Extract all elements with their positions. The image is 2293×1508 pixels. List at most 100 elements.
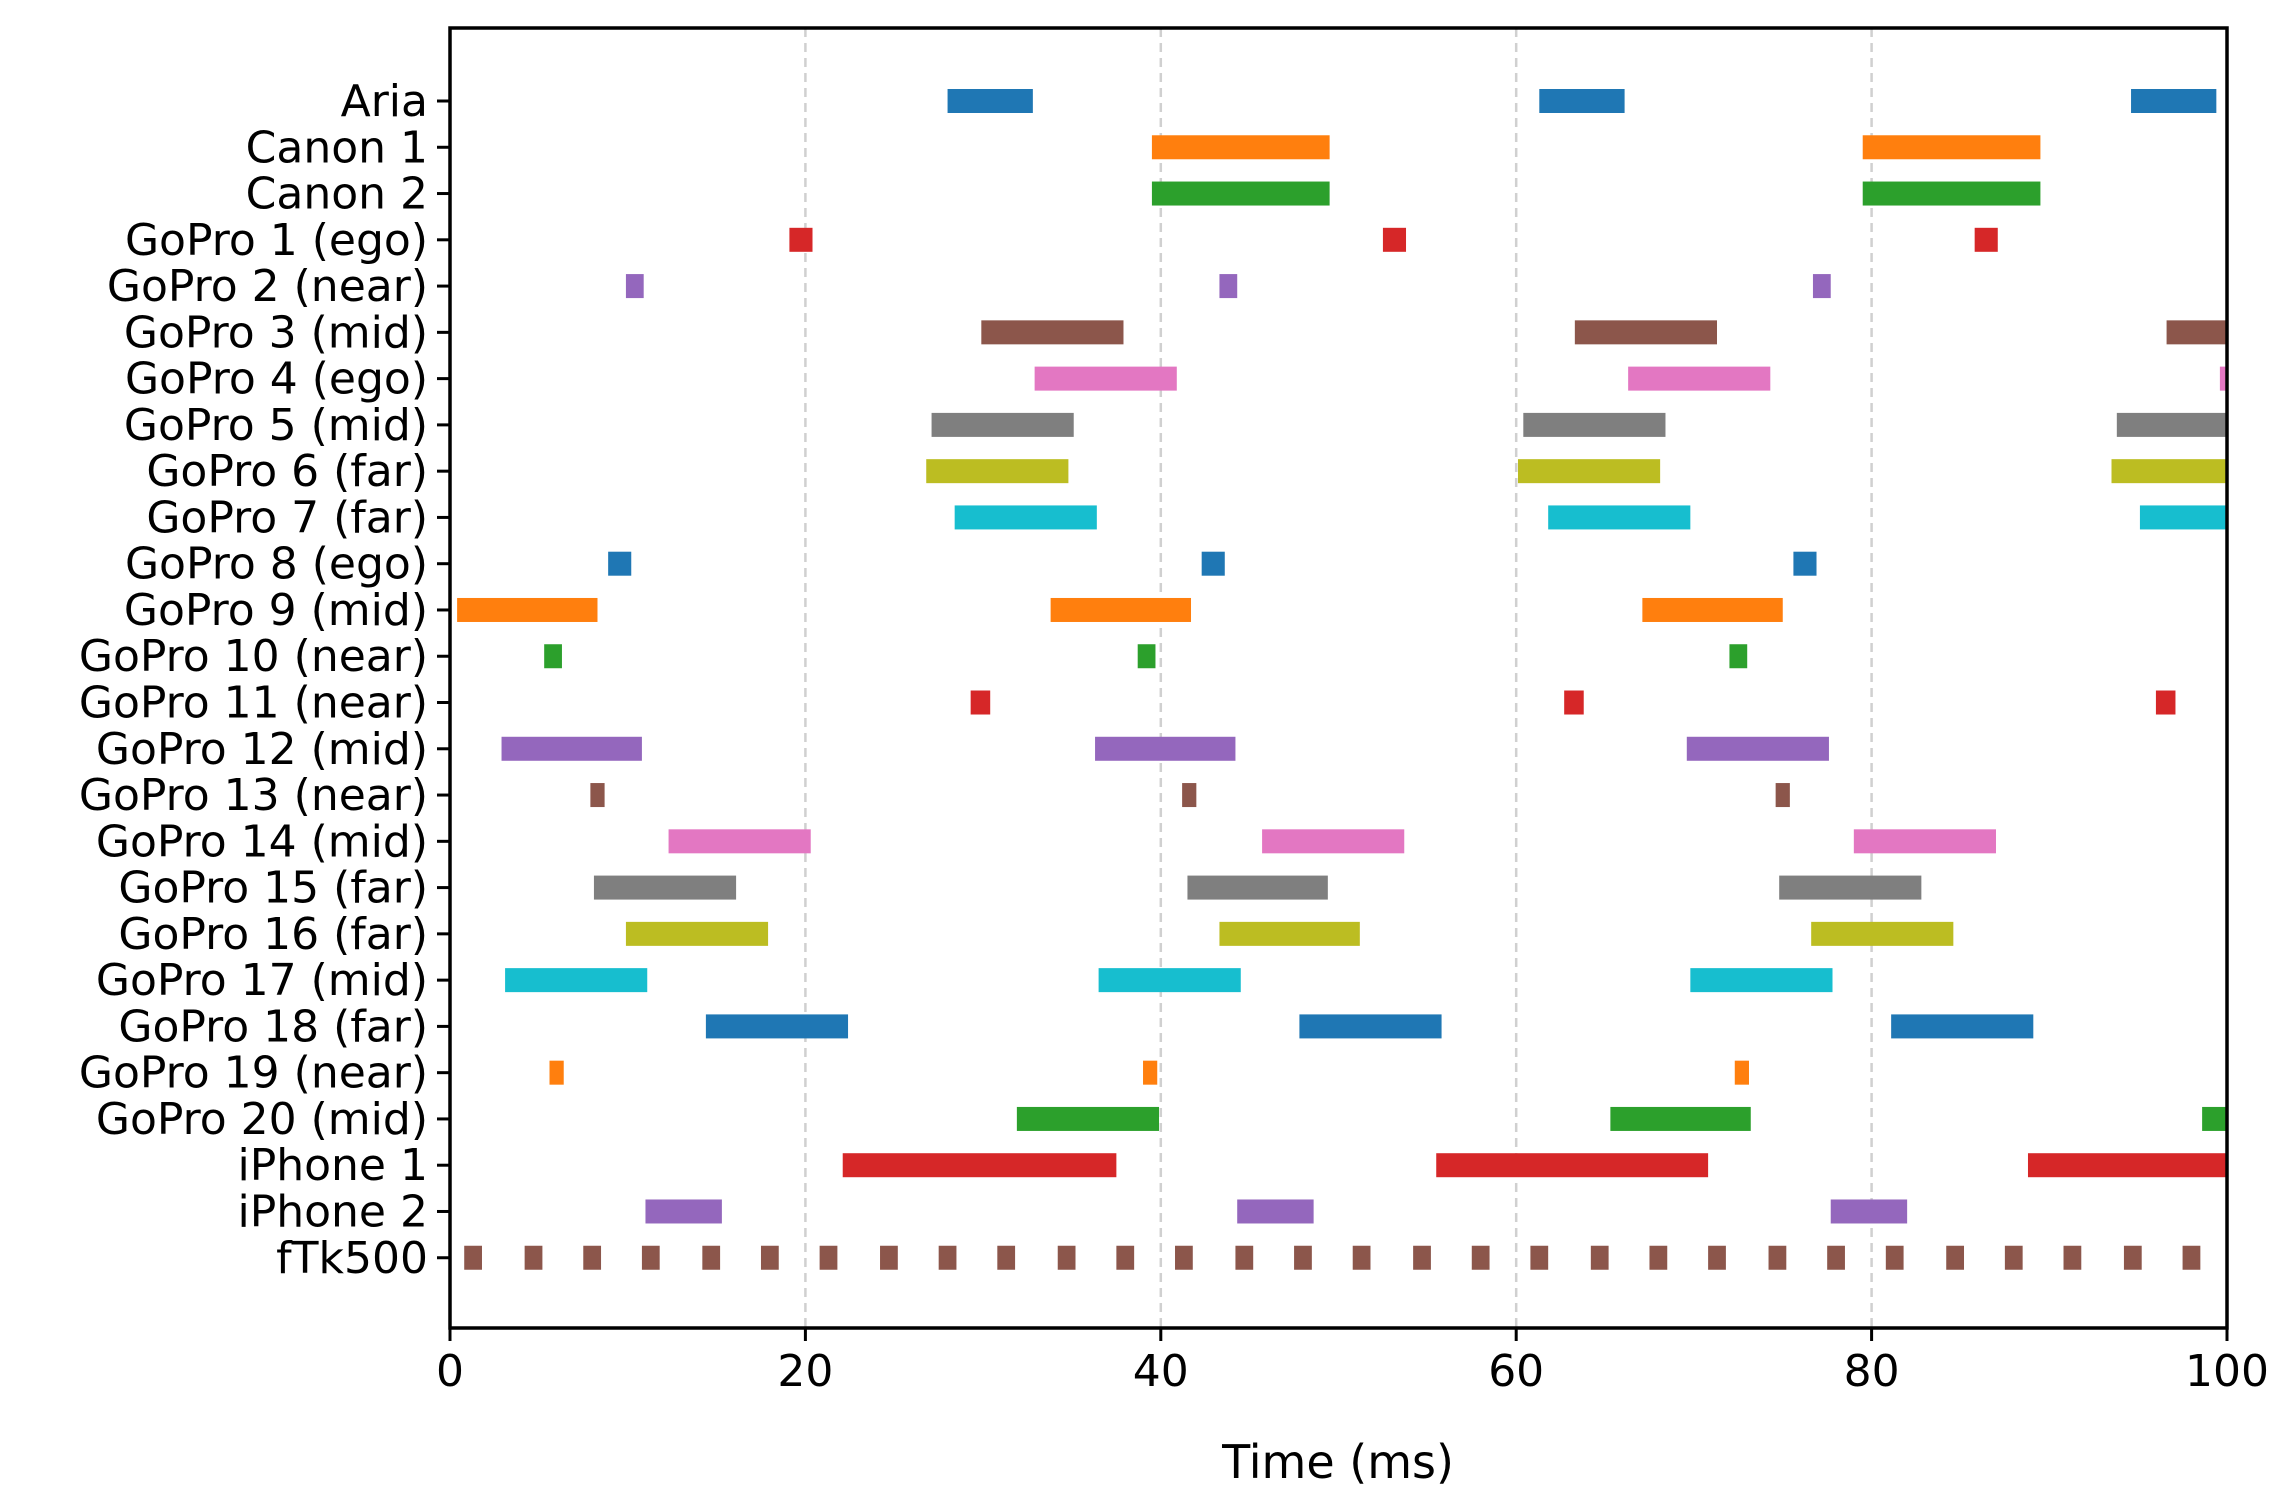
bar-3-1 bbox=[1382, 227, 1407, 252]
bar-3-0 bbox=[789, 227, 813, 252]
bar-24-1 bbox=[1237, 1199, 1314, 1224]
bar-19-0 bbox=[505, 968, 648, 993]
bar-16-1 bbox=[1262, 829, 1405, 854]
y-tick-label-7: GoPro 5 (mid) bbox=[124, 400, 428, 451]
bar-7-1 bbox=[1523, 412, 1666, 437]
bar-7-2 bbox=[2116, 412, 2227, 437]
bar-13-2 bbox=[2155, 690, 2176, 715]
y-tick-label-9: GoPro 7 (far) bbox=[146, 492, 428, 543]
bar-18-1 bbox=[1219, 921, 1360, 946]
y-tick-label-24: iPhone 2 bbox=[237, 1186, 428, 1237]
bar-21-0 bbox=[549, 1060, 564, 1085]
bar-19-2 bbox=[1690, 968, 1833, 993]
bar-marks bbox=[457, 89, 2227, 1270]
bar-13-0 bbox=[970, 690, 991, 715]
bar-2-0 bbox=[1151, 181, 1330, 206]
x-tick-label-3: 60 bbox=[1488, 1346, 1544, 1397]
bar-1-0 bbox=[1151, 135, 1330, 160]
bar-15-0 bbox=[590, 783, 605, 808]
bar-15-2 bbox=[1775, 783, 1790, 808]
bar-19-1 bbox=[1098, 968, 1241, 993]
y-tick-label-4: GoPro 2 (near) bbox=[107, 261, 428, 312]
bar-5-2 bbox=[2166, 320, 2227, 345]
y-tick-label-13: GoPro 11 (near) bbox=[79, 678, 428, 729]
bar-16-2 bbox=[1853, 829, 1996, 854]
bar-14-1 bbox=[1095, 736, 1236, 761]
bar-22-2 bbox=[2202, 1106, 2227, 1131]
bar-4-0 bbox=[625, 274, 644, 299]
bar-25-18 bbox=[1530, 1245, 1549, 1270]
bar-17-2 bbox=[1779, 875, 1922, 900]
y-tick-label-15: GoPro 13 (near) bbox=[79, 770, 428, 821]
bar-4-1 bbox=[1219, 274, 1238, 299]
bar-6-1 bbox=[1628, 366, 1771, 391]
bar-0-1 bbox=[1539, 89, 1625, 113]
bar-10-0 bbox=[608, 551, 632, 576]
bar-14-2 bbox=[1686, 736, 1829, 761]
bar-8-1 bbox=[1517, 459, 1661, 484]
y-tick-label-17: GoPro 15 (far) bbox=[118, 863, 428, 914]
plot-frame bbox=[448, 26, 2229, 1330]
y-tick-label-19: GoPro 17 (mid) bbox=[96, 955, 428, 1006]
bar-17-1 bbox=[1187, 875, 1328, 900]
bar-9-1 bbox=[1548, 505, 1691, 530]
bar-25-24 bbox=[1885, 1245, 1904, 1270]
bar-25-27 bbox=[2063, 1245, 2082, 1270]
bar-5-0 bbox=[981, 320, 1124, 345]
bar-25-22 bbox=[1768, 1245, 1787, 1270]
y-tick-label-11: GoPro 9 (mid) bbox=[124, 585, 428, 636]
bar-10-1 bbox=[1201, 551, 1225, 576]
bar-25-28 bbox=[2123, 1245, 2142, 1270]
bar-11-2 bbox=[1642, 597, 1783, 622]
y-tick-label-0: Aria bbox=[341, 76, 428, 127]
grid-lines bbox=[804, 28, 1873, 1328]
bar-3-2 bbox=[1974, 227, 1998, 252]
bar-25-3 bbox=[641, 1245, 660, 1270]
bar-24-0 bbox=[645, 1199, 722, 1224]
y-tick-label-23: iPhone 1 bbox=[237, 1140, 428, 1191]
y-tick-label-25: fTk500 bbox=[276, 1233, 428, 1284]
bar-25-0 bbox=[464, 1245, 482, 1270]
bar-25-20 bbox=[1649, 1245, 1668, 1270]
bar-12-1 bbox=[1137, 644, 1156, 669]
x-axis-ticks: 0 20 40 60 80 100 bbox=[436, 1328, 2269, 1397]
bar-25-29 bbox=[2182, 1245, 2201, 1270]
bar-10-2 bbox=[1793, 551, 1817, 576]
bar-14-0 bbox=[501, 736, 642, 761]
bar-25-17 bbox=[1471, 1245, 1490, 1270]
bar-0-2 bbox=[2131, 89, 2217, 113]
bar-13-1 bbox=[1564, 690, 1584, 715]
bar-16-0 bbox=[668, 829, 811, 854]
bar-25-11 bbox=[1116, 1245, 1135, 1270]
x-tick-label-1: 20 bbox=[777, 1346, 833, 1397]
bar-25-10 bbox=[1057, 1245, 1076, 1270]
bar-21-1 bbox=[1143, 1060, 1158, 1085]
y-tick-label-6: GoPro 4 (ego) bbox=[125, 354, 428, 405]
x-axis-title: Time (ms) bbox=[1221, 1435, 1454, 1489]
x-tick-label-5: 100 bbox=[2185, 1346, 2269, 1397]
bar-6-0 bbox=[1034, 366, 1177, 391]
bar-25-21 bbox=[1708, 1245, 1726, 1270]
bar-12-2 bbox=[1729, 644, 1748, 669]
bar-8-0 bbox=[926, 459, 1069, 484]
y-tick-label-8: GoPro 6 (far) bbox=[146, 446, 428, 497]
bar-9-0 bbox=[954, 505, 1097, 530]
y-tick-label-10: GoPro 8 (ego) bbox=[125, 539, 428, 590]
bar-7-0 bbox=[931, 412, 1074, 437]
bar-25-7 bbox=[880, 1245, 898, 1270]
bar-25-8 bbox=[938, 1245, 957, 1270]
bar-24-2 bbox=[1830, 1199, 1908, 1224]
bar-17-0 bbox=[593, 875, 737, 900]
y-tick-label-5: GoPro 3 (mid) bbox=[124, 307, 428, 358]
bar-23-1 bbox=[1436, 1153, 1709, 1178]
bar-20-2 bbox=[1891, 1014, 2034, 1039]
bar-21-2 bbox=[1734, 1060, 1749, 1085]
bar-25-9 bbox=[997, 1245, 1016, 1270]
bar-25-1 bbox=[524, 1245, 543, 1270]
bar-25-16 bbox=[1413, 1245, 1431, 1270]
bar-20-0 bbox=[705, 1014, 849, 1039]
bar-2-1 bbox=[1862, 181, 2041, 206]
y-tick-label-21: GoPro 19 (near) bbox=[79, 1048, 428, 1099]
y-tick-label-22: GoPro 20 (mid) bbox=[96, 1094, 428, 1145]
